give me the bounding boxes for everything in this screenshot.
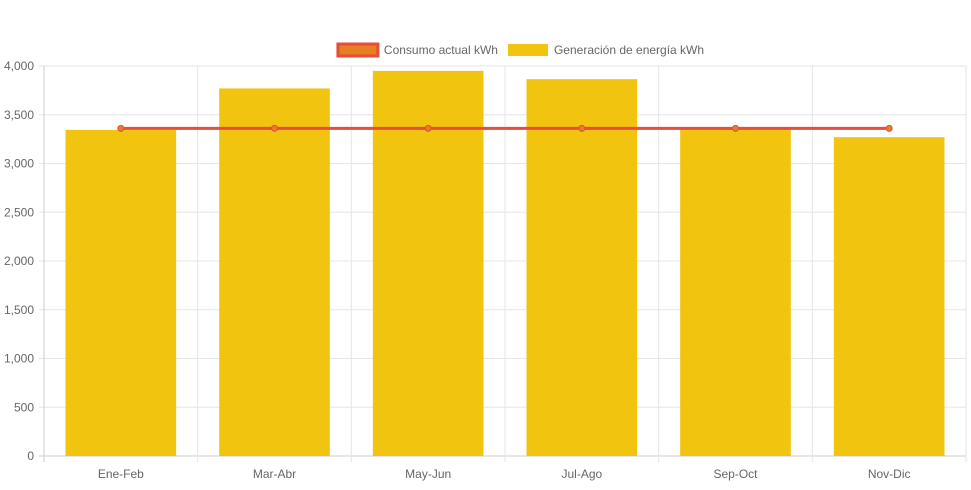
y-tick-label: 3,500	[4, 108, 34, 122]
bar-Nov-Dic[interactable]	[833, 137, 945, 457]
grid-lines	[39, 65, 967, 462]
line-point-Sep-Oct[interactable]	[732, 124, 739, 132]
legend[interactable]: Consumo actual kWh Generación de energía …	[336, 42, 704, 58]
x-tick-label: Mar-Abr	[253, 467, 296, 481]
bar-Jul-Ago[interactable]	[526, 79, 638, 456]
line-point-Ene-Feb[interactable]	[117, 124, 125, 132]
legend-label[interactable]: Consumo actual kWh	[384, 43, 498, 57]
legend-label[interactable]: Generación de energía kWh	[554, 43, 704, 57]
line-point-Mar-Abr[interactable]	[271, 124, 278, 132]
y-tick-label: 500	[14, 400, 34, 414]
line-point-Jul-Ago[interactable]	[578, 124, 586, 132]
legend-swatch[interactable]	[507, 44, 548, 56]
bar-May-Jun[interactable]	[372, 70, 484, 456]
x-tick-label: Jul-Ago	[561, 467, 602, 481]
x-tick-label: May-Jun	[405, 467, 451, 481]
y-tick-label: 1,500	[4, 303, 34, 317]
y-tick-label: 3,000	[4, 157, 34, 171]
x-tick-label: Ene-Feb	[98, 467, 144, 481]
line-point-Nov-Dic[interactable]	[885, 124, 893, 132]
y-tick-label: 4,000	[4, 59, 34, 73]
x-tick-label: Nov-Dic	[868, 467, 911, 481]
y-tick-label: 0	[27, 449, 34, 463]
axes: 0 500 1,000 1,500 2,000 2,500 3,000 3,500 4,000 E…	[4, 59, 911, 481]
bar-Sep-Oct[interactable]	[680, 128, 791, 456]
legend-swatch[interactable]	[336, 42, 380, 58]
bar-Ene-Feb[interactable]	[65, 129, 177, 457]
y-tick-label: 2,500	[4, 205, 34, 219]
bar-Mar-Abr[interactable]	[219, 88, 330, 457]
bar-series	[65, 70, 945, 457]
y-tick-label: 2,000	[4, 254, 34, 268]
line-point-May-Jun[interactable]	[424, 124, 432, 132]
x-tick-label: Sep-Oct	[713, 467, 758, 481]
line-series	[117, 124, 893, 132]
y-tick-label: 1,000	[4, 352, 34, 366]
